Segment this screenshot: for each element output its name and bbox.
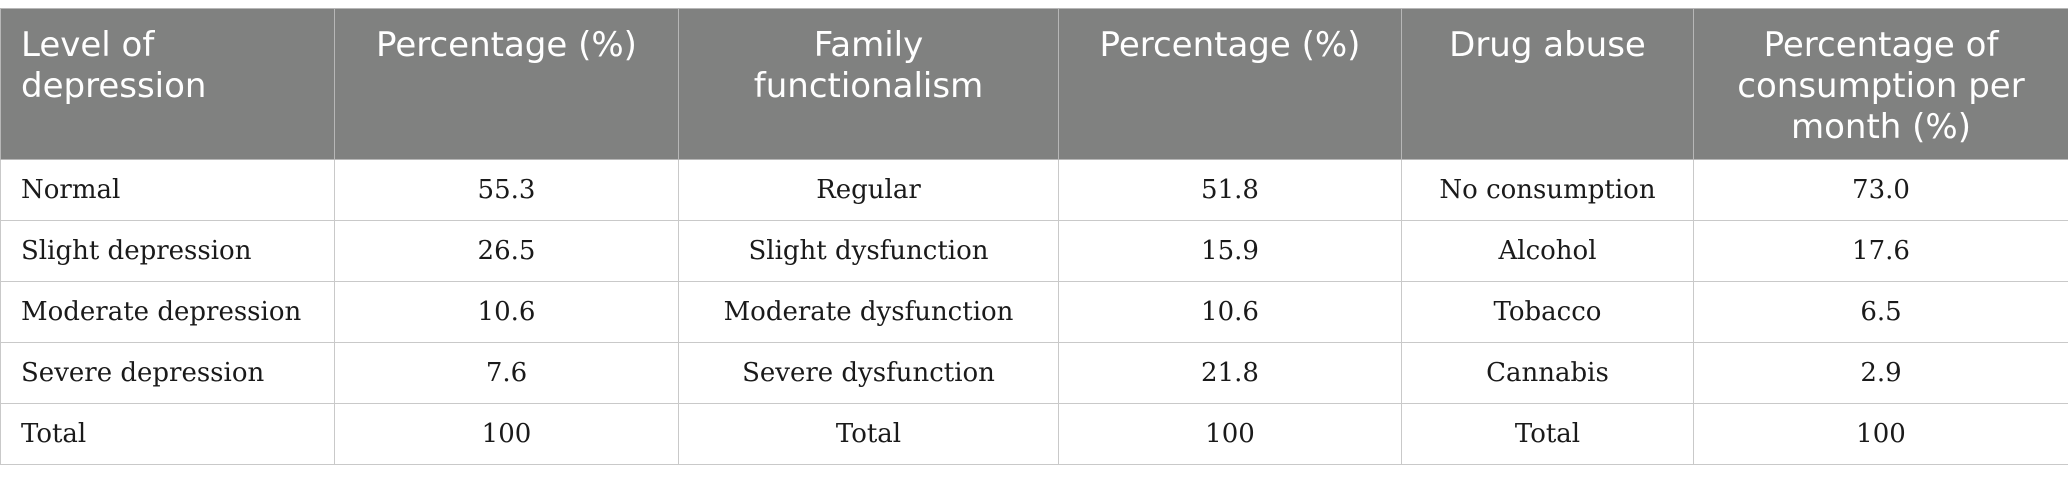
cell-drug-abuse: Total (1401, 403, 1694, 465)
cell-depression-level: Total (0, 403, 335, 465)
cell-drug-abuse: Tobacco (1401, 281, 1694, 343)
cell-consumption-percentage: 2.9 (1693, 342, 2068, 404)
cell-depression-percentage: 10.6 (334, 281, 679, 343)
cell-family-percentage: 15.9 (1058, 220, 1402, 282)
cell-drug-abuse: No consumption (1401, 159, 1694, 221)
cell-consumption-percentage: 100 (1693, 403, 2068, 465)
header-row: Level of depression Percentage (%) Famil… (0, 8, 2068, 160)
header-level-of-depression: Level of depression (0, 8, 335, 160)
table-row: Slight depression 26.5 Slight dysfunctio… (0, 220, 2068, 282)
cell-family-functionalism: Slight dysfunction (678, 220, 1059, 282)
cell-consumption-percentage: 6.5 (1693, 281, 2068, 343)
cell-depression-level: Normal (0, 159, 335, 221)
cell-drug-abuse: Alcohol (1401, 220, 1694, 282)
cell-family-percentage: 21.8 (1058, 342, 1402, 404)
table-row: Moderate depression 10.6 Moderate dysfun… (0, 281, 2068, 343)
cell-family-percentage: 10.6 (1058, 281, 1402, 343)
cell-family-functionalism: Severe dysfunction (678, 342, 1059, 404)
table-row-total: Total 100 Total 100 Total 100 (0, 403, 2068, 465)
cell-depression-level: Severe depression (0, 342, 335, 404)
table-body: Normal 55.3 Regular 51.8 No consumption … (0, 159, 2068, 465)
data-table: Level of depression Percentage (%) Famil… (0, 8, 2068, 465)
cell-depression-percentage: 55.3 (334, 159, 679, 221)
table-header: Level of depression Percentage (%) Famil… (0, 8, 2068, 160)
cell-consumption-percentage: 73.0 (1693, 159, 2068, 221)
header-depression-percentage: Percentage (%) (334, 8, 679, 160)
cell-family-functionalism: Total (678, 403, 1059, 465)
cell-depression-percentage: 7.6 (334, 342, 679, 404)
data-table-container: Level of depression Percentage (%) Famil… (0, 8, 2068, 465)
table-row: Normal 55.3 Regular 51.8 No consumption … (0, 159, 2068, 221)
cell-family-percentage: 100 (1058, 403, 1402, 465)
cell-family-functionalism: Moderate dysfunction (678, 281, 1059, 343)
cell-family-percentage: 51.8 (1058, 159, 1402, 221)
cell-drug-abuse: Cannabis (1401, 342, 1694, 404)
cell-consumption-percentage: 17.6 (1693, 220, 2068, 282)
header-drug-abuse: Drug abuse (1401, 8, 1694, 160)
table-row: Severe depression 7.6 Severe dysfunction… (0, 342, 2068, 404)
header-family-functionalism: Family functionalism (678, 8, 1059, 160)
cell-depression-level: Moderate depression (0, 281, 335, 343)
header-consumption-percentage: Percentage of consumption per month (%) (1693, 8, 2068, 160)
cell-depression-level: Slight depression (0, 220, 335, 282)
cell-depression-percentage: 26.5 (334, 220, 679, 282)
header-family-percentage: Percentage (%) (1058, 8, 1402, 160)
cell-depression-percentage: 100 (334, 403, 679, 465)
cell-family-functionalism: Regular (678, 159, 1059, 221)
